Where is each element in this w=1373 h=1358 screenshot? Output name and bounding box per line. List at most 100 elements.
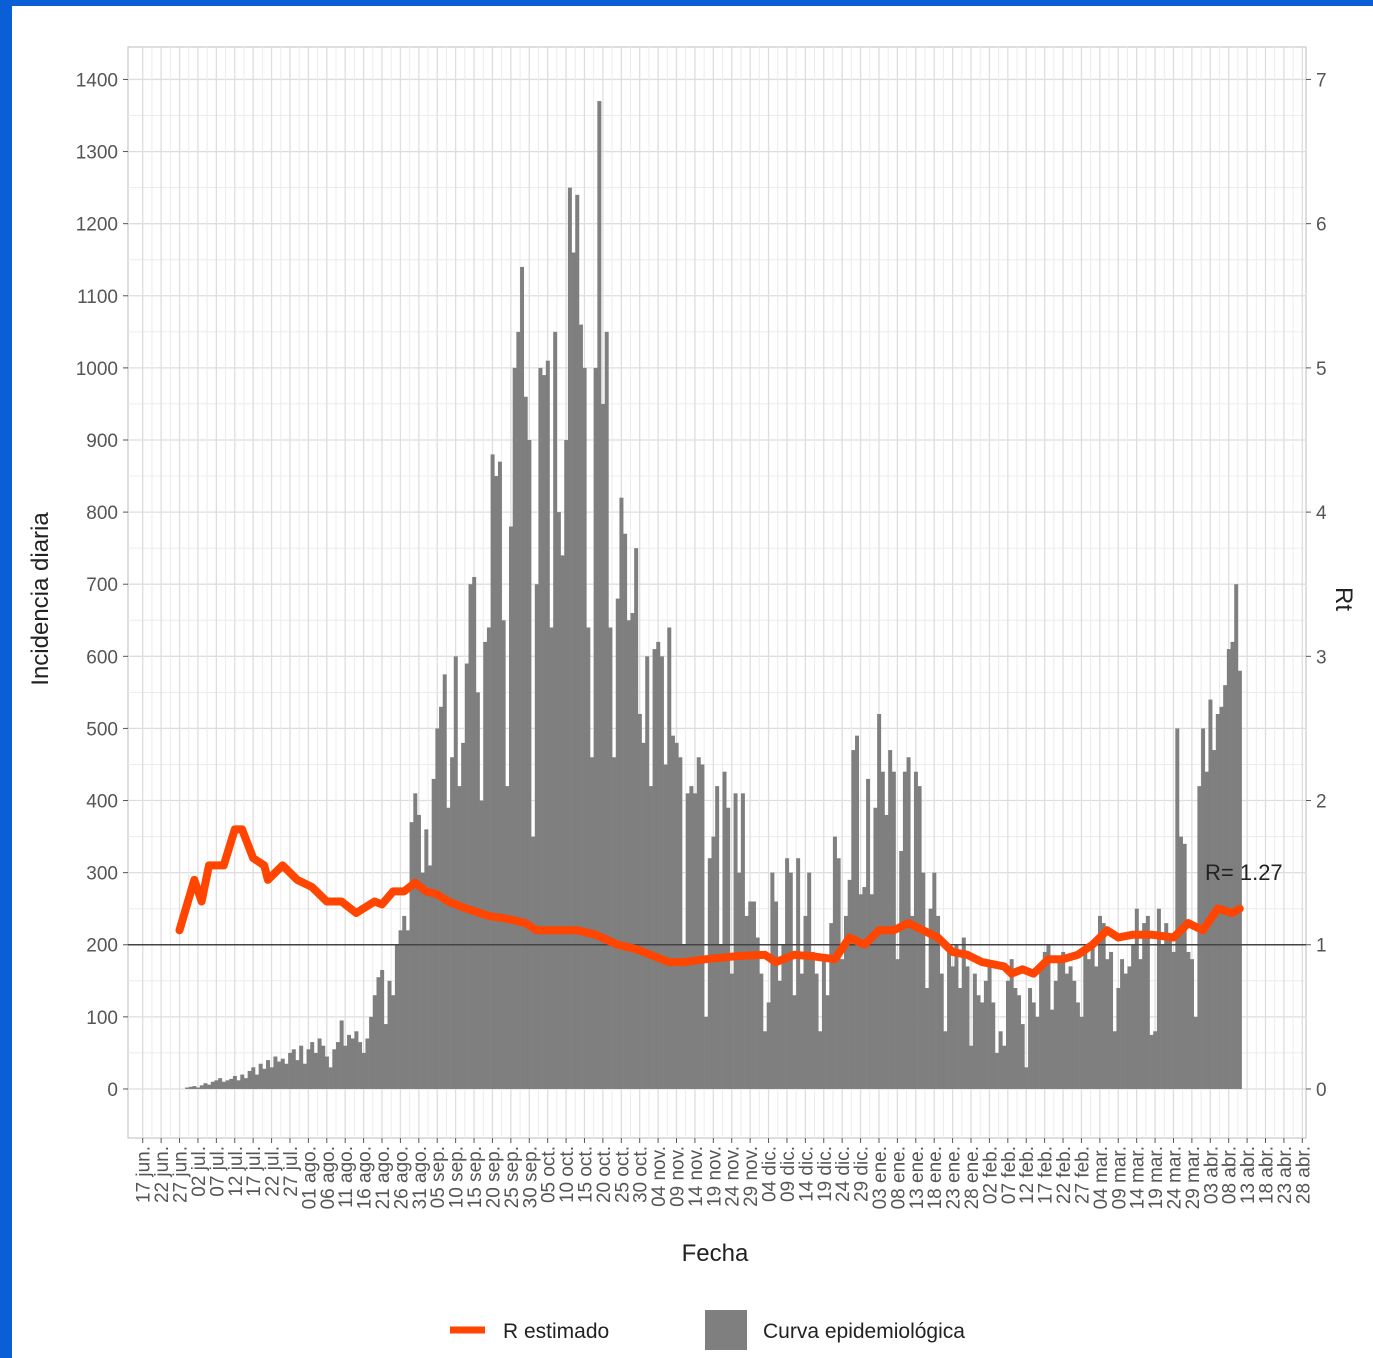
bar: [343, 1045, 348, 1089]
bar: [1153, 1031, 1158, 1089]
y2-axis-label: Rt: [1330, 587, 1357, 611]
bar: [774, 901, 779, 1089]
bar: [873, 807, 878, 1089]
bar: [748, 901, 753, 1089]
bar: [1024, 1067, 1029, 1089]
bar: [770, 872, 775, 1089]
bar: [1112, 1031, 1117, 1089]
x-tick-label: 14 dic.: [796, 1146, 817, 1202]
x-tick-label: 22 feb.: [1054, 1146, 1075, 1204]
y-tick-label: 800: [86, 503, 118, 524]
bar: [483, 641, 488, 1089]
bar: [954, 944, 959, 1089]
bar: [726, 807, 731, 1089]
bar: [733, 793, 738, 1089]
bar: [1175, 728, 1180, 1089]
bar: [1105, 959, 1110, 1089]
bar: [486, 627, 491, 1089]
bar: [1109, 951, 1114, 1089]
bar: [932, 872, 937, 1089]
bar: [645, 656, 650, 1089]
bar: [302, 1063, 307, 1089]
x-tick-label: 25 oct.: [612, 1146, 633, 1203]
bar: [313, 1052, 318, 1089]
bar: [943, 1031, 948, 1089]
bar: [317, 1038, 322, 1089]
bar: [1201, 728, 1206, 1089]
y-tick-label: 1300: [76, 143, 118, 164]
y-tick-label: 600: [86, 647, 118, 668]
bar: [700, 764, 705, 1089]
bar: [1046, 944, 1051, 1089]
bar: [950, 966, 955, 1089]
bar: [947, 951, 952, 1089]
bar: [192, 1086, 197, 1089]
bar: [472, 576, 477, 1089]
bar: [475, 692, 480, 1089]
bar: [678, 757, 683, 1089]
legend-label: Curva epidemiológica: [763, 1320, 965, 1343]
bar: [814, 973, 819, 1089]
x-tick-label: 27 jul.: [281, 1146, 302, 1197]
bar: [759, 973, 764, 1089]
bar: [464, 663, 469, 1089]
x-tick-label: 30 sep.: [520, 1146, 541, 1208]
bar: [659, 656, 664, 1089]
x-tick-label: 17 feb.: [1036, 1146, 1057, 1204]
bar: [586, 627, 591, 1089]
bar: [1234, 584, 1239, 1089]
bar: [976, 995, 981, 1089]
x-tick-label: 16 ago.: [355, 1146, 376, 1209]
bar: [711, 836, 716, 1089]
bar: [1053, 980, 1058, 1089]
bar: [755, 937, 760, 1089]
bar: [321, 1045, 326, 1089]
bar: [361, 1052, 366, 1089]
y2-tick-label: 4: [1316, 503, 1327, 524]
bar: [751, 901, 756, 1089]
bar: [1002, 1045, 1007, 1089]
y-tick-label: 500: [86, 719, 118, 740]
x-tick-label: 19 dic.: [815, 1146, 836, 1202]
bar: [1171, 951, 1176, 1089]
bar: [214, 1080, 219, 1089]
bar: [516, 331, 521, 1089]
bar: [1127, 966, 1132, 1089]
bar: [637, 714, 642, 1089]
bar: [291, 1049, 296, 1089]
x-tick-label: 18 abr.: [1257, 1146, 1278, 1204]
bar: [1193, 1016, 1198, 1089]
bar: [1149, 1034, 1154, 1089]
bar: [670, 735, 675, 1089]
bar: [1134, 908, 1139, 1089]
bar: [1013, 988, 1018, 1089]
bar: [1226, 649, 1231, 1089]
x-tick-label: 18 ene.: [925, 1146, 946, 1209]
bar: [648, 786, 653, 1089]
bar: [310, 1042, 315, 1089]
x-tick-label: 22 jul.: [263, 1146, 284, 1197]
bar: [273, 1056, 278, 1089]
bar: [818, 1031, 823, 1089]
bar: [1131, 944, 1136, 1089]
bar: [630, 613, 635, 1089]
bar: [866, 778, 871, 1089]
bar: [188, 1086, 193, 1089]
bar: [553, 331, 558, 1089]
bar: [869, 894, 874, 1089]
x-tick-label: 17 jun.: [134, 1146, 155, 1203]
bar: [1031, 1002, 1036, 1089]
bar: [236, 1080, 241, 1089]
x-tick-label: 08 ene.: [888, 1146, 909, 1209]
x-tick-label: 28 abr.: [1293, 1146, 1314, 1204]
x-tick-label: 14 nov.: [686, 1146, 707, 1207]
bar: [1057, 959, 1062, 1089]
bar: [328, 1067, 333, 1089]
bar: [980, 1002, 985, 1089]
bar: [369, 1016, 374, 1089]
bar: [1042, 951, 1047, 1089]
x-tick-label: 01 ago.: [299, 1146, 320, 1209]
bar: [354, 1031, 359, 1089]
y-tick-label: 0: [107, 1080, 118, 1101]
